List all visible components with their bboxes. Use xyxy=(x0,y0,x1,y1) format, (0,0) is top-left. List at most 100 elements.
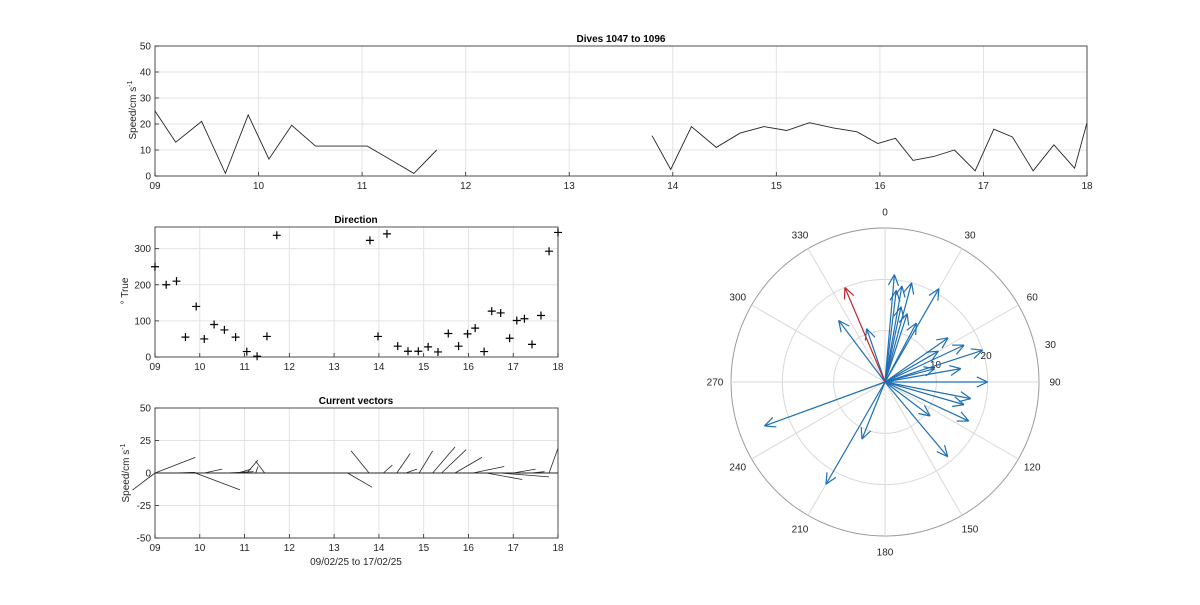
vectors-title: Current vectors xyxy=(319,396,394,407)
vector-stick xyxy=(255,466,259,474)
direction-point xyxy=(181,333,190,342)
polar-radius-label: 30 xyxy=(1045,340,1057,351)
vectors-ytick-label: 25 xyxy=(140,436,152,447)
polar-angle-label: 240 xyxy=(729,463,746,474)
vector-stick xyxy=(531,471,545,474)
polar-vector xyxy=(884,349,983,383)
direction-point xyxy=(272,231,281,240)
polar-vector-head xyxy=(861,430,872,440)
polar-vector-head xyxy=(906,313,910,326)
polar-angle-label: 120 xyxy=(1024,463,1041,474)
polar-vector-head xyxy=(937,288,940,301)
direction-point xyxy=(512,316,521,325)
polar-vector xyxy=(884,344,965,383)
speed-axes: Dives 1047 to 1096 Speed/cm s-1 09 10 11 12… xyxy=(127,34,1093,192)
vectors-xtick-label: 18 xyxy=(552,543,564,554)
polar-vector-head xyxy=(928,288,940,297)
polar-angle-label: 60 xyxy=(1027,293,1039,304)
speed-xtick-label: 16 xyxy=(874,181,886,192)
direction-point xyxy=(151,262,159,271)
direction-point xyxy=(393,342,402,351)
direction-xtick-label: 11 xyxy=(239,362,250,373)
vector-stick xyxy=(441,449,467,474)
polar-vector xyxy=(884,288,940,383)
vectors-ytick-label: 0 xyxy=(145,469,151,480)
direction-point xyxy=(433,347,442,356)
direction-point xyxy=(487,307,496,316)
direction-point xyxy=(463,329,472,338)
polar-vector-head xyxy=(955,344,965,355)
direction-point xyxy=(444,329,453,338)
vector-stick xyxy=(513,468,536,474)
vectors-xlabel: 09/02/25 to 17/02/25 xyxy=(310,557,402,568)
direction-title: Direction xyxy=(334,215,377,226)
direction-point xyxy=(505,334,514,343)
direction-point xyxy=(242,347,251,356)
vector-stick xyxy=(499,472,550,478)
speed-ytick-label: 10 xyxy=(140,146,152,157)
polar-vector xyxy=(884,381,969,422)
polar-vector xyxy=(884,313,908,383)
polar-vector-head xyxy=(958,398,971,403)
polar-angle-label: 210 xyxy=(792,525,809,536)
speed-xtick-label: 10 xyxy=(253,181,265,192)
polar-vector xyxy=(825,381,886,485)
polar-vector-head xyxy=(825,472,828,485)
direction-point xyxy=(554,228,562,237)
direction-point xyxy=(253,352,262,361)
polar-vector-head xyxy=(866,328,876,338)
direction-point xyxy=(480,347,489,356)
vectors-xtick-label: 13 xyxy=(329,543,341,554)
direction-point xyxy=(536,311,545,320)
speed-xtick-label: 17 xyxy=(978,181,990,192)
speed-series-line xyxy=(651,122,1088,172)
vectors-xtick-label: 16 xyxy=(463,543,475,554)
direction-point xyxy=(200,334,209,343)
vector-stick xyxy=(237,468,252,474)
direction-xtick-label: 15 xyxy=(418,362,430,373)
polar-spoke xyxy=(807,248,886,383)
speed-title: Dives 1047 to 1096 xyxy=(577,34,666,45)
vector-stick xyxy=(454,457,483,474)
polar-vector-head xyxy=(838,319,850,327)
vector-stick xyxy=(405,468,418,474)
polar-vector-head xyxy=(923,405,931,417)
polar-vector-head xyxy=(976,381,988,388)
direction-point xyxy=(403,347,412,356)
polar-vector-head xyxy=(936,337,949,341)
polar-vector xyxy=(884,368,935,383)
vector-stick xyxy=(548,448,559,474)
vectors-ytick-label: 50 xyxy=(140,404,152,415)
polar-vector xyxy=(884,337,949,383)
direction-point xyxy=(414,347,423,356)
vectors-xtick-label: 09 xyxy=(149,543,161,554)
speed-ytick-label: 20 xyxy=(140,120,152,131)
polar-vector-head xyxy=(976,376,988,383)
polar-vector xyxy=(884,368,961,383)
polar-angle-label: 150 xyxy=(962,525,979,536)
polar-vector-head xyxy=(960,391,972,400)
direction-point xyxy=(262,332,271,341)
polar-angle-label: 300 xyxy=(729,293,746,304)
polar-vector xyxy=(861,381,886,440)
speed-xtick-label: 12 xyxy=(460,181,472,192)
polar-spoke xyxy=(884,381,1019,460)
direction-xtick-label: 18 xyxy=(552,362,564,373)
vector-stick xyxy=(255,461,266,474)
direction-frame xyxy=(154,226,559,358)
polar-vector xyxy=(884,282,913,383)
vector-stick xyxy=(383,464,393,474)
direction-point xyxy=(231,333,240,342)
direction-point xyxy=(528,340,537,349)
speed-xtick-label: 18 xyxy=(1081,181,1093,192)
polar-vector-head xyxy=(893,306,902,317)
direction-xtick-label: 12 xyxy=(284,362,296,373)
direction-point xyxy=(220,325,229,334)
direction-xtick-label: 16 xyxy=(463,362,475,373)
polar-vector xyxy=(884,306,902,383)
vectors-ytick-label: -50 xyxy=(137,534,152,545)
polar-vector-latest-head xyxy=(844,287,855,296)
direction-xtick-label: 17 xyxy=(508,362,520,373)
polar-vector-head xyxy=(950,368,962,377)
vectors-xtick-label: 11 xyxy=(239,543,250,554)
